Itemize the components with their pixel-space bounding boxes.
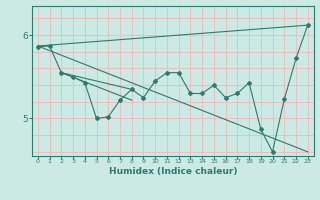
X-axis label: Humidex (Indice chaleur): Humidex (Indice chaleur) [108, 167, 237, 176]
